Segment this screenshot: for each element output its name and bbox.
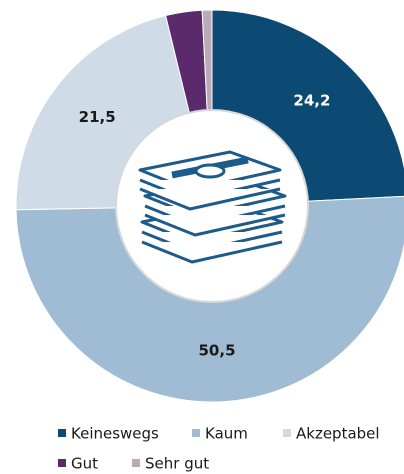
legend-swatch <box>58 459 66 467</box>
legend-label: Gut <box>71 455 98 473</box>
legend-swatch <box>283 429 291 437</box>
legend-label: Sehr gut <box>145 455 209 473</box>
legend-label: Kaum <box>205 425 248 443</box>
legend-label: Keineswegs <box>71 425 159 443</box>
legend-swatch <box>132 459 140 467</box>
legend-swatch <box>192 429 200 437</box>
legend: Keineswegs Kaum Akzeptabel Gut Sehr gut <box>58 425 380 473</box>
value-label: 24,2 <box>293 91 330 109</box>
value-label: 21,5 <box>79 108 116 126</box>
legend-label: Akzeptabel <box>296 425 380 443</box>
value-label: 50,5 <box>199 341 236 359</box>
legend-swatch <box>58 429 66 437</box>
money-icon <box>138 150 287 264</box>
